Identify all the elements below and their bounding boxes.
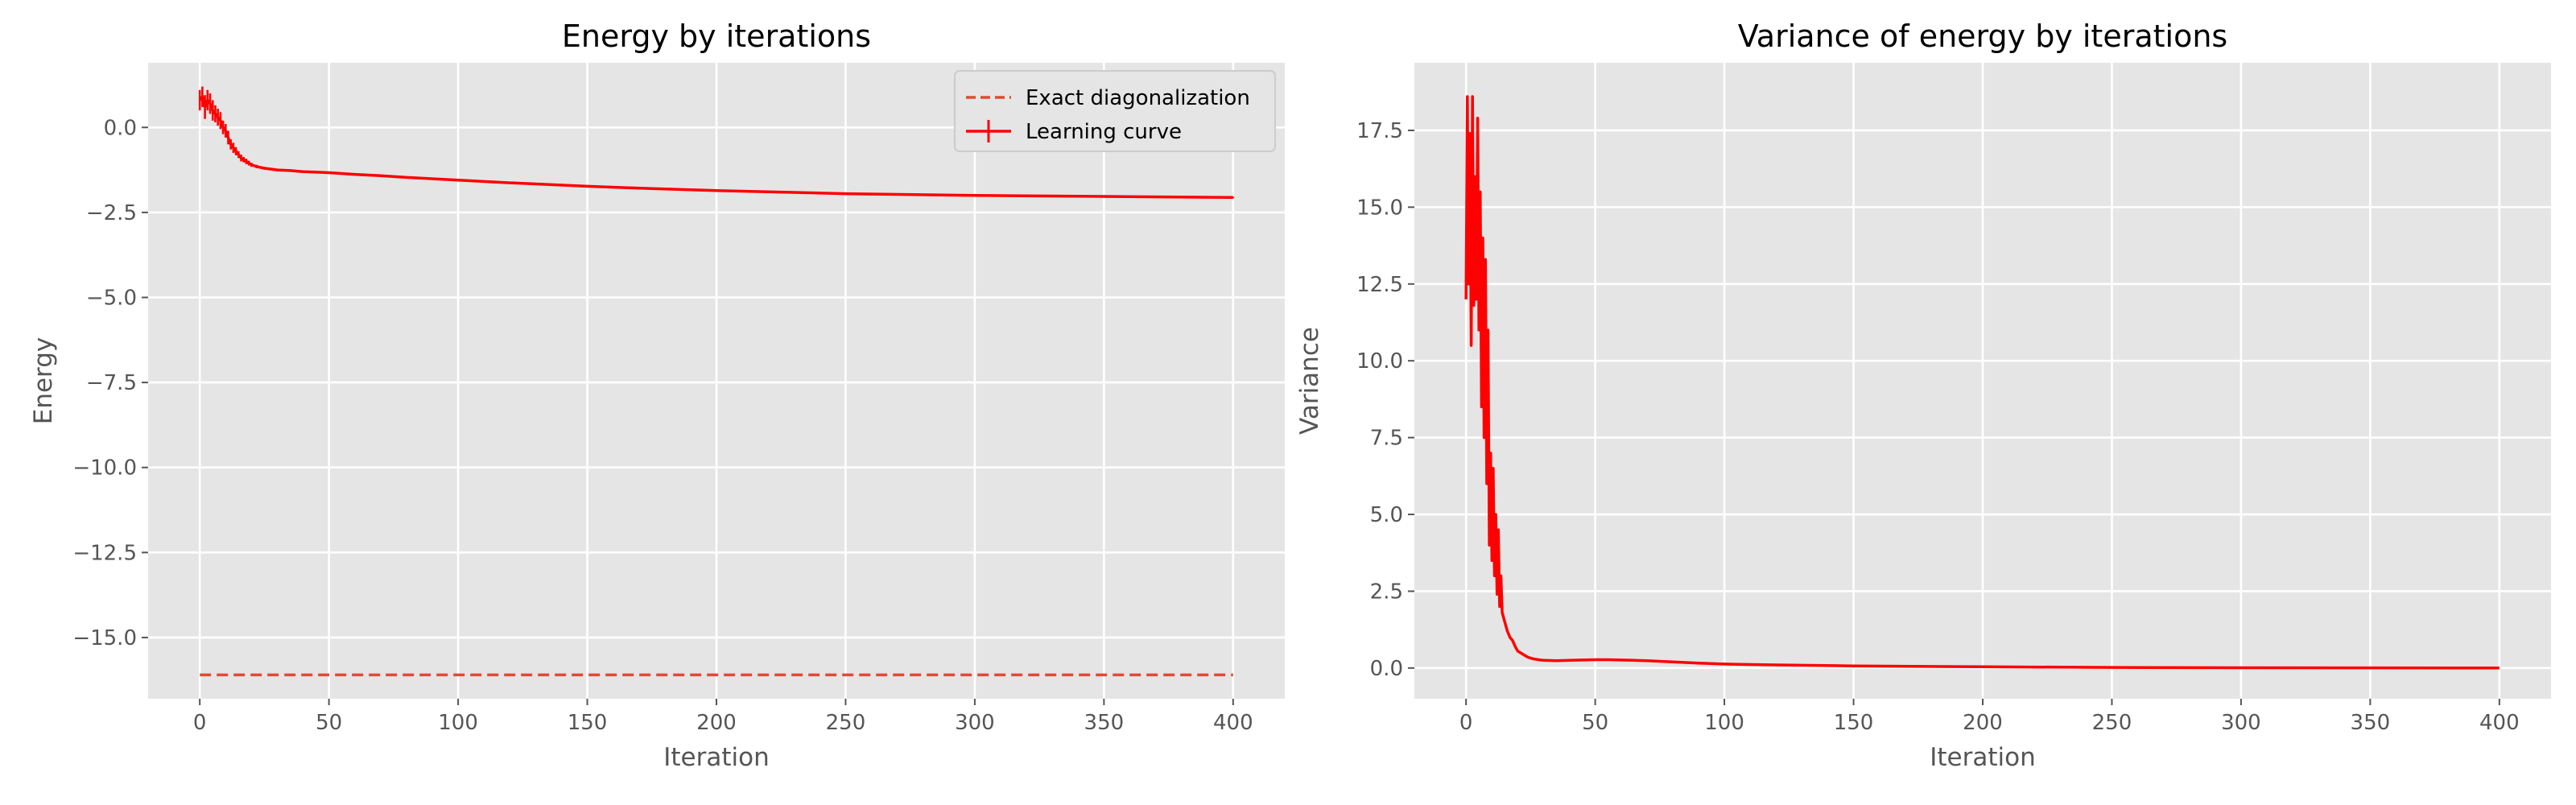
variance-xtick-label: 100 [1704, 711, 1744, 735]
variance-xtick-label: 400 [2479, 711, 2520, 735]
variance-xtick-label: 350 [2351, 711, 2391, 735]
energy-xtick-label: 150 [568, 711, 608, 735]
energy-ytick-label: −5.0 [86, 286, 137, 310]
variance-xtick-label: 50 [1582, 711, 1608, 735]
energy-legend-label: Learning curve [1026, 120, 1182, 144]
energy-series-learning-curve-line [198, 95, 1233, 200]
variance-chart-title: Variance of energy by iterations [1738, 19, 2227, 54]
variance-ytick-label: 15.0 [1356, 196, 1403, 220]
variance-ytick-label: 2.5 [1370, 580, 1403, 604]
energy-xtick-label: 200 [696, 711, 737, 735]
variance-xtick-label: 150 [1834, 711, 1874, 735]
energy-ytick-label: −2.5 [86, 201, 137, 225]
variance-ytick-label: 10.0 [1356, 349, 1403, 374]
variance-xtick-label: 200 [1963, 711, 2003, 735]
energy-chart: 0 50 100 150 200 250 300 350 400 0.0 −2.5 −5.0 −7.5 −… [29, 19, 1285, 772]
energy-xtick-label: 50 [316, 711, 342, 735]
variance-ytick-label: 7.5 [1370, 427, 1403, 451]
variance-ytick-label: 0.0 [1370, 657, 1403, 681]
energy-legend-label: Exact diagonalization [1026, 86, 1250, 110]
energy-ytick-label: −12.5 [72, 541, 137, 565]
energy-xtick-label: 250 [826, 711, 866, 735]
energy-xtick-label: 100 [438, 711, 478, 735]
energy-x-axis-label: Iteration [663, 743, 770, 772]
variance-series-0-line [1464, 95, 2500, 670]
variance-xtick-label: 250 [2092, 711, 2132, 735]
variance-ytick-label: 17.5 [1356, 119, 1403, 143]
energy-chart-title: Energy by iterations [562, 19, 871, 54]
energy-ytick-label: −7.5 [86, 371, 137, 395]
energy-xtick-label: 350 [1084, 711, 1125, 735]
energy-xtick-label: 400 [1213, 711, 1253, 735]
energy-ytick-label: −10.0 [72, 456, 137, 481]
energy-legend-box [954, 70, 1276, 152]
energy-xtick-label: 300 [955, 711, 995, 735]
variance-xtick-label: 300 [2221, 711, 2261, 735]
energy-y-axis-label: Energy [29, 337, 58, 425]
energy-ytick-label: 0.0 [104, 116, 137, 140]
variance-chart: 0 50 100 150 200 250 300 350 400 0.0 2.5 5.0 7.5 10.0… [1295, 19, 2551, 772]
variance-y-axis-label: Variance [1295, 327, 1324, 435]
variance-x-axis-label: Iteration [1930, 743, 2036, 772]
energy-ytick-label: −15.0 [72, 626, 137, 650]
energy-xtick-label: 0 [193, 711, 207, 735]
variance-xtick-label: 0 [1459, 711, 1473, 735]
variance-ytick-label: 5.0 [1370, 503, 1403, 527]
variance-ytick-label: 12.5 [1356, 273, 1403, 297]
